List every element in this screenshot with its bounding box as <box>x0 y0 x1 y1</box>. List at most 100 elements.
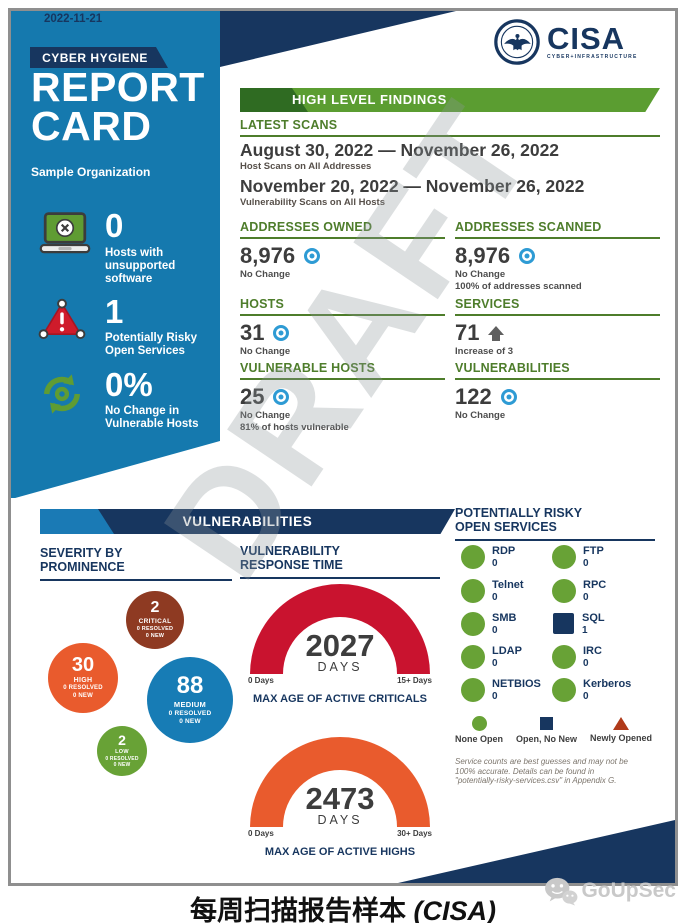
metric-change-line: No Change <box>240 346 291 357</box>
metric-services: SERVICES 71 Increase of 3 <box>455 297 660 358</box>
gauge-caption: MAX AGE OF ACTIVE CRITICALS <box>253 693 427 705</box>
gauge-value: 2027 <box>305 628 375 663</box>
service-name: IRC <box>583 645 602 657</box>
bubble-count: 2 <box>150 598 160 616</box>
service-rpc: RPC 0 <box>552 579 606 604</box>
no-change-target-icon <box>304 248 321 264</box>
gauge-arc-red: 2027 DAYS <box>250 584 430 674</box>
open-no-new-square-icon <box>540 717 554 730</box>
metric-change-line: No Change <box>240 410 291 421</box>
gauge-caption: MAX AGE OF ACTIVE HIGHS <box>264 846 416 858</box>
service-kerberos: Kerberos 0 <box>552 678 631 703</box>
caption-text: 每周扫描报告样本 <box>190 896 406 923</box>
none-open-circle-icon <box>461 545 485 569</box>
service-name: SMB <box>492 612 517 624</box>
gauge-center: 2473 DAYS <box>283 770 397 827</box>
gauge-arc-orange: 2473 DAYS <box>250 737 430 827</box>
bubble-count: 88 <box>176 672 204 700</box>
bubble-new: 0 NEW <box>179 718 201 726</box>
service-irc: IRC 0 <box>552 645 602 670</box>
gauge-min-label: 0 Days <box>248 676 274 685</box>
bubble-resolved: 0 RESOLVED <box>105 755 139 762</box>
gauge-min-label: 0 Days <box>248 829 274 838</box>
metric-addresses-scanned: ADDRESSES SCANNED 8,976 No Change 100% o… <box>455 220 660 293</box>
vuln-scan-range: November 20, 2022 — November 26, 2022 <box>240 176 585 196</box>
risky-services-value: 1 <box>105 293 124 330</box>
legend-label: Newly Opened <box>590 733 653 743</box>
service-smb: SMB 0 <box>461 612 516 637</box>
legend-label: Open, No New <box>516 734 578 744</box>
laptop-x-icon <box>38 212 92 261</box>
service-count: 0 <box>492 592 498 603</box>
host-scan-description: Host Scans on All Addresses <box>240 161 372 172</box>
metric-vulnerabilities: VULNERABILITIES 122 No Change <box>455 361 660 422</box>
no-change-vulnerable-label: No Change in Vulnerable Hosts <box>105 405 199 430</box>
severity-header-line1: SEVERITY BY <box>40 546 123 560</box>
severity-header-line2: PROMINENCE <box>40 560 125 574</box>
none-open-circle-icon <box>552 579 576 603</box>
warning-triangle-icon <box>37 297 87 348</box>
service-status-legend: None Open Open, No New Newly Opened <box>455 716 652 744</box>
metric-header: VULNERABLE HOSTS <box>240 361 445 380</box>
service-count: 0 <box>492 558 498 569</box>
none-open-circle-icon <box>461 678 485 702</box>
open-no-new-square-icon <box>553 613 574 634</box>
none-open-circle-icon <box>552 545 576 569</box>
bubble-severity: CRITICAL <box>138 617 172 625</box>
legend-newly-opened: Newly Opened <box>590 716 652 744</box>
metric-extra-line: 100% of addresses scanned <box>455 281 582 292</box>
legend-none-open: None Open <box>455 716 503 744</box>
high-level-findings-banner: HIGH LEVEL FINDINGS <box>240 88 660 112</box>
service-count: 0 <box>492 691 498 702</box>
none-open-circle-icon <box>461 612 485 636</box>
metric-header: VULNERABILITIES <box>455 361 660 380</box>
metric-change-line: No Change <box>240 269 291 280</box>
metric-value: 122 <box>455 384 492 409</box>
cisa-seal-icon <box>494 19 540 65</box>
no-change-target-icon <box>273 389 290 405</box>
bubble-count: 30 <box>71 654 95 677</box>
gauge-criticals: 2027 DAYS 0 Days 15+ Days MAX AGE OF ACT… <box>248 584 432 705</box>
caption-suffix: (CISA) <box>406 896 497 923</box>
sidebar-panel <box>11 11 220 498</box>
service-name: Kerberos <box>583 678 632 690</box>
metric-header: HOSTS <box>240 297 445 316</box>
report-title: REPORT CARD <box>31 67 205 147</box>
service-count: 0 <box>492 625 498 636</box>
none-open-circle-icon <box>461 645 485 669</box>
legend-label: None Open <box>455 734 504 744</box>
cisa-subtitle: CYBER+INFRASTRUCTURE <box>547 54 638 60</box>
gauge-highs: 2473 DAYS 0 Days 30+ Days MAX AGE OF ACT… <box>248 737 432 858</box>
bubble-new: 0 NEW <box>113 762 131 769</box>
gauge-max-label: 30+ Days <box>397 829 432 838</box>
service-name: RPC <box>583 579 607 591</box>
bubble-count: 2 <box>118 732 126 749</box>
gauge-unit: DAYS <box>317 813 363 827</box>
no-change-target-icon <box>519 248 536 264</box>
severity-bubble-critical: 2 CRITICAL 0 RESOLVED 0 NEW <box>126 591 184 649</box>
service-count: 0 <box>583 691 589 702</box>
severity-bubble-high: 30 HIGH 0 RESOLVED 0 NEW <box>48 643 118 713</box>
metric-value: 31 <box>240 320 265 345</box>
service-name: FTP <box>583 545 604 557</box>
high-level-findings-label: HIGH LEVEL FINDINGS <box>292 92 447 107</box>
bubble-new: 0 NEW <box>72 693 93 699</box>
bubble-resolved: 0 RESOLVED <box>63 685 103 692</box>
service-telnet: Telnet 0 <box>461 579 524 604</box>
metric-value: 8,976 <box>240 243 296 268</box>
refresh-arrows-icon <box>38 370 86 423</box>
service-name: Telnet <box>492 579 524 591</box>
metric-change-line: No Change <box>455 410 506 421</box>
cyber-hygiene-badge: CYBER HYGIENE <box>30 47 168 68</box>
bubble-severity: MEDIUM <box>173 699 207 709</box>
none-open-circle-icon <box>461 579 485 603</box>
service-name: SQL <box>582 612 605 624</box>
metric-header: ADDRESSES SCANNED <box>455 220 660 239</box>
response-time-header-line2: RESPONSE TIME <box>240 558 343 572</box>
metric-value: 71 <box>455 320 480 345</box>
gauge-unit: DAYS <box>317 660 363 674</box>
metric-hosts: HOSTS 31 No Change <box>240 297 445 358</box>
service-ldap: LDAP 0 <box>461 645 522 670</box>
risky-services-label: Potentially Risky Open Services <box>105 332 198 357</box>
service-netbios: NETBIOS 0 <box>461 678 541 703</box>
